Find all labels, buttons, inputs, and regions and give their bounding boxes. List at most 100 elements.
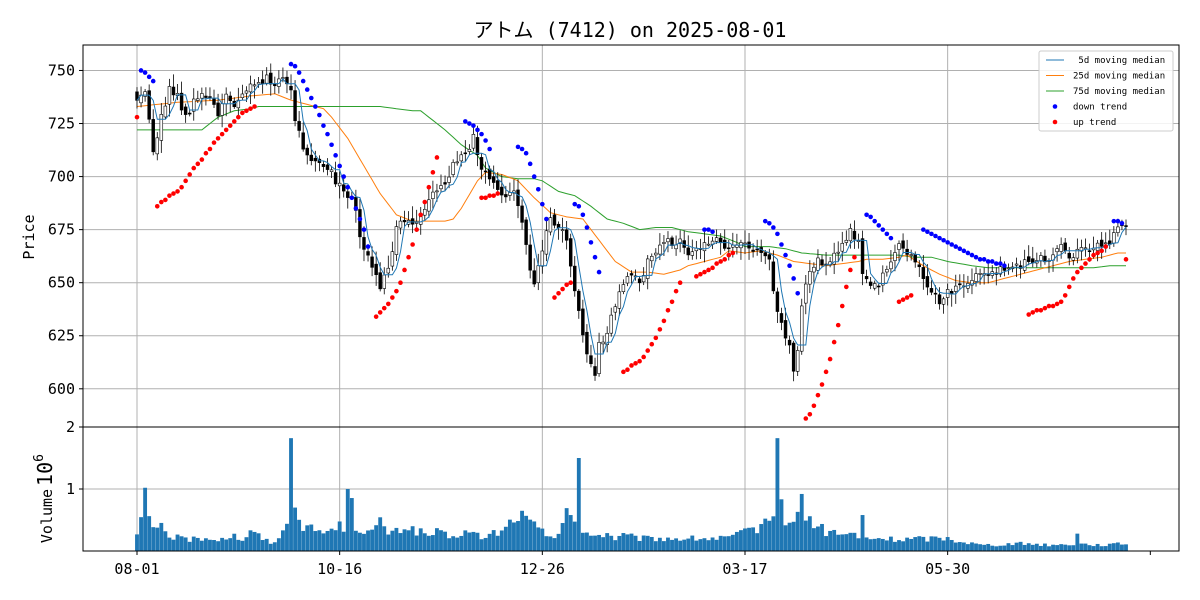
up-trend-point-89 (852, 254, 857, 260)
volume-bar-140 (702, 538, 707, 551)
volume-y-ticks: 12 (66, 418, 83, 498)
candle-104 (556, 221, 561, 240)
candle-145 (723, 229, 727, 251)
volume-bar-45 (317, 530, 322, 551)
volume-bar-48 (329, 528, 334, 551)
volume-bar-237 (1095, 543, 1100, 551)
up-trend-point-76 (730, 250, 736, 256)
candle-135 (682, 230, 686, 255)
down-trend-point-39 (572, 201, 578, 207)
up-trend-point-62 (661, 318, 667, 324)
candle-114 (597, 332, 601, 377)
candle-190 (905, 239, 909, 262)
volume-bar-54 (353, 530, 358, 551)
up-trend-point-50 (564, 282, 569, 288)
candle-185 (885, 265, 889, 277)
volume-bar-172 (832, 529, 837, 551)
volume-y-axis-label: Volume (38, 489, 56, 543)
volume-bar-62 (386, 534, 391, 551)
candle-23 (228, 91, 232, 113)
candle-154 (759, 239, 763, 262)
volume-bar-244 (1124, 544, 1128, 551)
candle-230 (1067, 246, 1071, 266)
volume-bars (135, 438, 1128, 551)
volume-bar-8 (167, 537, 172, 551)
legend-label-3: down trend (1073, 103, 1127, 113)
volume-bar-190 (905, 537, 910, 551)
volume-bar-157 (771, 516, 776, 551)
up-trend-point-42 (479, 195, 484, 201)
up-trend-point-37 (418, 212, 424, 218)
volume-bar-34 (272, 542, 277, 551)
volume-bar-38 (289, 438, 293, 551)
candle-96 (524, 217, 528, 255)
up-trend-point-97 (1038, 307, 1044, 313)
candle-218 (1018, 260, 1023, 279)
up-trend-point-82 (823, 369, 829, 375)
candle-173 (836, 241, 840, 262)
volume-bar-36 (280, 530, 285, 551)
up-trend-point-12 (199, 157, 205, 162)
volume-bar-198 (937, 537, 942, 551)
down-trend-point-48 (710, 229, 715, 235)
down-trend-point-1 (142, 70, 148, 75)
candle-113 (593, 357, 597, 381)
candle-47 (325, 158, 330, 176)
down-trend-point-36 (535, 187, 541, 192)
volume-bar-125 (641, 535, 646, 551)
candle-142 (710, 236, 715, 249)
candle-219 (1022, 249, 1027, 274)
ma75-line-group (137, 106, 1126, 269)
volume-bar-192 (913, 537, 918, 551)
volume-bar-64 (394, 527, 399, 551)
volume-bar-135 (682, 539, 687, 551)
volume-bar-228 (1059, 544, 1064, 551)
candle-191 (909, 249, 913, 261)
volume-bar-221 (1030, 544, 1035, 551)
volume-bar-202 (953, 542, 958, 551)
candle-155 (763, 250, 767, 265)
up-trend-point-2 (159, 199, 164, 205)
volume-bar-158 (775, 438, 780, 551)
candle-108 (573, 256, 577, 297)
volume-bar-199 (941, 540, 946, 551)
down-trend-point-0 (138, 68, 144, 73)
candle-8 (167, 78, 172, 117)
down-trend-point-28 (479, 131, 484, 137)
down-trend-point-34 (527, 161, 533, 167)
candle-182 (872, 280, 877, 291)
down-trend-point-4 (288, 61, 294, 67)
candle-101 (544, 220, 549, 262)
legend-swatch-4 (1052, 119, 1058, 125)
volume-bar-0 (135, 534, 139, 551)
volume-bar-226 (1051, 544, 1055, 551)
volume-bar-60 (378, 517, 383, 551)
up-trend-point-44 (487, 193, 492, 198)
candle-161 (787, 335, 792, 354)
volume-bar-39 (293, 507, 298, 551)
candle-134 (678, 230, 682, 253)
svg-text:106: 106 (32, 454, 57, 486)
up-trend-point-38 (422, 199, 428, 205)
candle-68 (410, 206, 415, 234)
volume-bar-233 (1079, 543, 1084, 551)
candle-89 (496, 172, 500, 195)
candle-159 (779, 307, 784, 331)
down-trend-point-27 (475, 127, 480, 133)
volume-bar-31 (260, 540, 265, 551)
volume-bar-44 (313, 531, 318, 551)
volume-bar-213 (998, 545, 1003, 551)
down-trend-point-88 (1119, 220, 1125, 226)
volume-bar-68 (410, 526, 415, 551)
x-tick-label-1: 10-16 (317, 560, 362, 578)
candle-97 (528, 234, 532, 279)
candle-21 (220, 93, 224, 128)
candle-51 (341, 177, 346, 198)
down-trend-point-2 (146, 74, 152, 80)
candle-196 (929, 280, 934, 296)
volume-bar-95 (520, 510, 524, 551)
up-trend-point-113 (1103, 244, 1109, 249)
up-trend-point-63 (665, 307, 671, 313)
volume-bar-24 (232, 533, 237, 551)
volume-bar-211 (990, 545, 995, 551)
